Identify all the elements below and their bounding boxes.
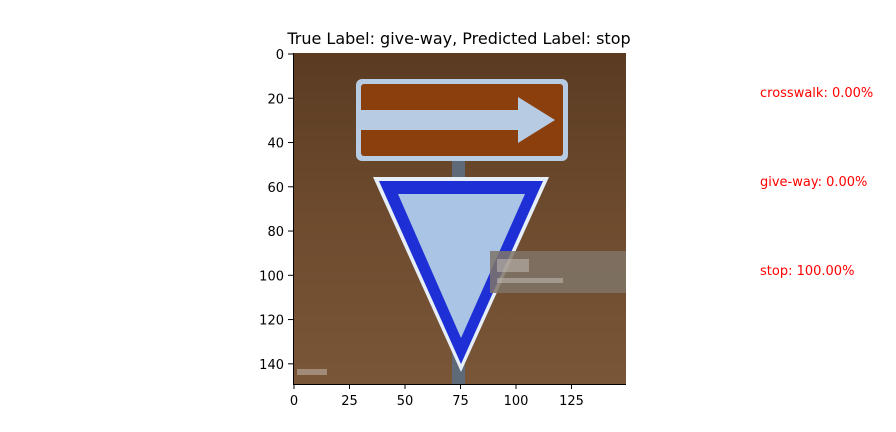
- one-way-arrow-sign-icon: [356, 79, 568, 161]
- prediction-crosswalk: crosswalk: 0.00%: [760, 86, 873, 101]
- y-tick-label: 100: [259, 269, 284, 284]
- prediction-give-way: give-way: 0.00%: [760, 175, 867, 190]
- x-tick-label: 50: [397, 394, 414, 409]
- y-tick-label: 60: [267, 181, 284, 196]
- y-axis: 0 20 40 60 80 100 120 140: [259, 48, 293, 373]
- y-tick-label: 0: [276, 48, 284, 63]
- prediction-list: crosswalk: 0.00% give-way: 0.00% stop: 1…: [760, 86, 873, 279]
- give-way-triangle-sign-icon: [373, 177, 549, 372]
- x-tick-label: 75: [452, 394, 469, 409]
- figure-title: True Label: give-way, Predicted Label: s…: [286, 29, 630, 48]
- x-tick-label: 100: [504, 394, 529, 409]
- x-tick-label: 125: [559, 394, 584, 409]
- y-tick-label: 80: [267, 225, 284, 240]
- y-tick-label: 40: [267, 137, 284, 152]
- sign-photo: [293, 53, 626, 384]
- y-tick-label: 20: [267, 92, 284, 107]
- axes-frame: [293, 53, 626, 385]
- y-tick-label: 140: [259, 358, 284, 373]
- x-tick-label: 0: [290, 394, 298, 409]
- x-axis: 0 25 50 75 100 125: [290, 384, 584, 409]
- y-tick-label: 120: [259, 314, 284, 329]
- prediction-stop: stop: 100.00%: [760, 264, 854, 279]
- x-tick-label: 25: [341, 394, 358, 409]
